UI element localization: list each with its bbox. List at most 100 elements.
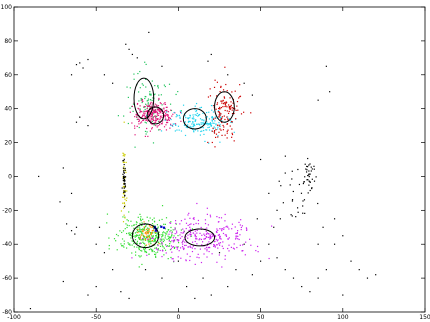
scatter-point bbox=[184, 124, 186, 126]
scatter-point bbox=[208, 250, 210, 253]
outlier-point bbox=[70, 192, 73, 194]
scatter-point bbox=[189, 245, 191, 247]
scatter-point bbox=[146, 127, 148, 130]
scatter-point bbox=[133, 242, 135, 245]
scatter-point bbox=[302, 200, 304, 202]
scatter-point bbox=[166, 119, 168, 122]
scatter-point bbox=[155, 110, 157, 113]
scatter-point bbox=[308, 175, 310, 178]
scatter-point bbox=[207, 224, 209, 226]
scatter-point bbox=[192, 217, 194, 220]
scatter-point bbox=[179, 247, 182, 249]
scatter-point bbox=[133, 227, 135, 229]
scatter-point bbox=[309, 189, 311, 192]
scatter-point bbox=[140, 97, 142, 100]
scatter-point bbox=[198, 114, 200, 116]
scatter-point bbox=[224, 118, 226, 121]
scatter-point bbox=[240, 219, 242, 221]
scatter-point bbox=[156, 115, 158, 117]
scatter-point bbox=[161, 241, 163, 243]
scatter-point bbox=[170, 245, 173, 247]
scatter-point bbox=[175, 124, 177, 126]
scatter-point bbox=[160, 110, 162, 112]
scatter-point bbox=[152, 97, 154, 99]
scatter-point bbox=[128, 225, 130, 227]
scatter-point bbox=[145, 122, 147, 124]
scatter-point bbox=[157, 118, 159, 121]
scatter-point bbox=[194, 114, 196, 116]
scatter-point bbox=[238, 221, 240, 224]
scatter-point bbox=[224, 213, 226, 216]
scatter-point bbox=[151, 219, 154, 221]
scatter-point bbox=[174, 112, 176, 114]
scatter-point bbox=[310, 166, 312, 168]
scatter-point bbox=[133, 224, 135, 226]
scatter-point bbox=[238, 238, 240, 241]
scatter-point bbox=[124, 180, 126, 182]
scatter-point bbox=[204, 222, 207, 225]
scatter-point bbox=[124, 216, 126, 218]
scatter-point bbox=[171, 231, 173, 233]
scatter-point bbox=[211, 116, 213, 118]
scatter-point bbox=[233, 131, 235, 133]
scatter-point bbox=[139, 109, 141, 111]
outlier-point bbox=[98, 226, 101, 228]
scatter-point bbox=[123, 214, 125, 216]
scatter-point bbox=[204, 237, 207, 239]
scatter-point bbox=[234, 108, 236, 110]
scatter-point bbox=[145, 244, 147, 246]
scatter-point bbox=[144, 114, 146, 116]
scatter-point bbox=[188, 120, 190, 122]
scatter-point bbox=[149, 217, 151, 219]
scatter-point bbox=[211, 109, 213, 111]
scatter-point bbox=[220, 85, 222, 88]
scatter-point bbox=[219, 91, 221, 93]
scatter-point bbox=[153, 122, 155, 124]
outlier-point bbox=[235, 269, 237, 271]
scatter-point bbox=[137, 72, 139, 75]
scatter-point bbox=[189, 233, 191, 236]
scatter-point bbox=[197, 219, 200, 222]
scatter-point bbox=[237, 109, 239, 111]
scatter-point bbox=[138, 248, 140, 250]
scatter-point bbox=[139, 237, 141, 239]
scatter-point bbox=[184, 115, 186, 117]
scatter-point bbox=[141, 263, 143, 266]
scatter-point bbox=[122, 170, 125, 172]
scatter-point bbox=[157, 226, 159, 228]
scatter-point bbox=[106, 213, 109, 215]
scatter-point bbox=[199, 238, 201, 240]
scatter-point bbox=[145, 78, 147, 80]
scatter-point bbox=[227, 118, 229, 120]
scatter-point bbox=[217, 107, 220, 110]
scatter-point bbox=[141, 98, 143, 100]
scatter-point bbox=[173, 246, 176, 249]
scatter-point bbox=[215, 238, 217, 241]
scatter-point bbox=[219, 114, 221, 116]
scatter-point bbox=[194, 240, 196, 243]
scatter-point bbox=[213, 241, 216, 243]
scatter-point bbox=[140, 219, 142, 221]
scatter-point bbox=[122, 245, 124, 247]
scatter-point bbox=[129, 234, 132, 236]
scatter-point bbox=[123, 243, 125, 245]
scatter-point bbox=[121, 238, 124, 240]
scatter-point bbox=[217, 124, 219, 126]
scatter-point bbox=[222, 89, 225, 91]
scatter-point bbox=[135, 223, 137, 226]
scatter-point bbox=[154, 240, 156, 242]
scatter-point bbox=[221, 121, 223, 124]
scatter-point bbox=[163, 247, 165, 249]
scatter-point bbox=[219, 112, 221, 114]
scatter-point bbox=[117, 115, 119, 117]
scatter-point bbox=[199, 232, 201, 234]
scatter-point bbox=[145, 86, 147, 88]
scatter-point bbox=[139, 213, 141, 215]
scatter-point bbox=[123, 163, 125, 166]
scatter-point bbox=[297, 211, 299, 213]
scatter-point bbox=[152, 111, 154, 114]
scatter-point bbox=[148, 116, 150, 119]
scatter-point bbox=[182, 240, 184, 242]
scatter-point bbox=[163, 103, 165, 105]
scatter-point bbox=[143, 227, 145, 229]
